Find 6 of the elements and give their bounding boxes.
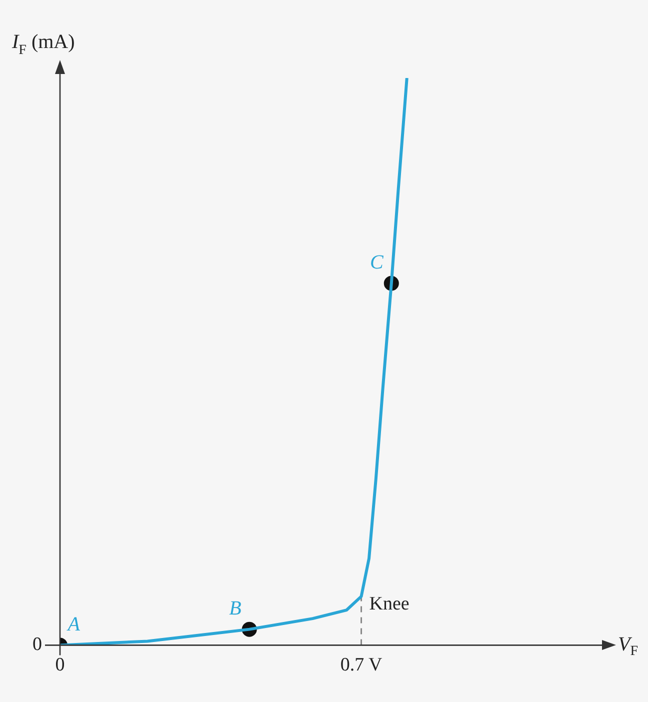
annotation: B bbox=[229, 598, 242, 620]
annotation: Knee bbox=[369, 593, 410, 614]
x-tick-label: 0.7 V bbox=[340, 654, 382, 676]
text: 0 bbox=[32, 634, 42, 656]
annotation: A bbox=[66, 613, 81, 636]
annotation: C bbox=[370, 252, 384, 274]
